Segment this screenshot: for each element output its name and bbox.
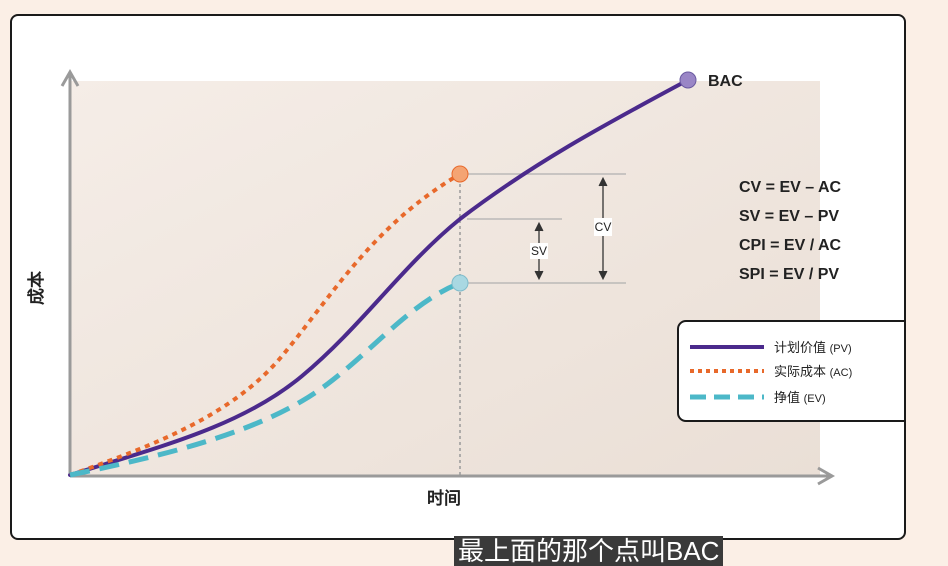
legend: 计划价值 (PV) 实际成本 (AC) 挣值 (EV)	[677, 320, 904, 422]
legend-ev-label: 挣值 (EV)	[774, 390, 826, 405]
bac-label: BAC	[708, 73, 743, 90]
ev-point	[451, 274, 469, 292]
formula-cpi: CPI = EV / AC	[739, 237, 842, 254]
sv-label: SV	[531, 244, 547, 258]
sv-label-bg	[530, 243, 548, 259]
formula-sv: SV = EV – PV	[739, 208, 839, 225]
cv-label-bg	[594, 218, 612, 236]
bac-point	[679, 71, 697, 89]
formula-cv: CV = EV – AC	[739, 179, 842, 196]
sv-arrow-bottom	[534, 270, 544, 281]
cv-arrow-bottom	[598, 270, 608, 281]
cv-label: CV	[595, 220, 612, 234]
ac-point	[451, 165, 469, 183]
formula-spi: SPI = EV / PV	[739, 266, 839, 283]
sv-arrow-top	[534, 221, 544, 232]
x-axis-label: 时间	[427, 488, 461, 508]
ev-diagram: 成本 时间 CV SV BAC CV = EV – AC SV = EV – P…	[26, 68, 904, 508]
ev-curve	[69, 280, 461, 478]
video-subtitle: 最上面的那个点叫BAC	[454, 536, 724, 566]
y-axis-arrow	[60, 68, 80, 87]
legend-pv-label: 计划价值 (PV)	[774, 340, 852, 355]
ac-curve	[69, 172, 462, 477]
x-axis-arrow	[817, 466, 836, 486]
diagram-panel: 成本 时间 CV SV BAC CV = EV – AC SV = EV – P…	[10, 14, 906, 540]
cv-arrow-top	[598, 176, 608, 187]
legend-ac-label: 实际成本 (AC)	[774, 364, 852, 379]
y-axis-label: 成本	[26, 271, 46, 305]
pv-curve	[68, 78, 690, 477]
